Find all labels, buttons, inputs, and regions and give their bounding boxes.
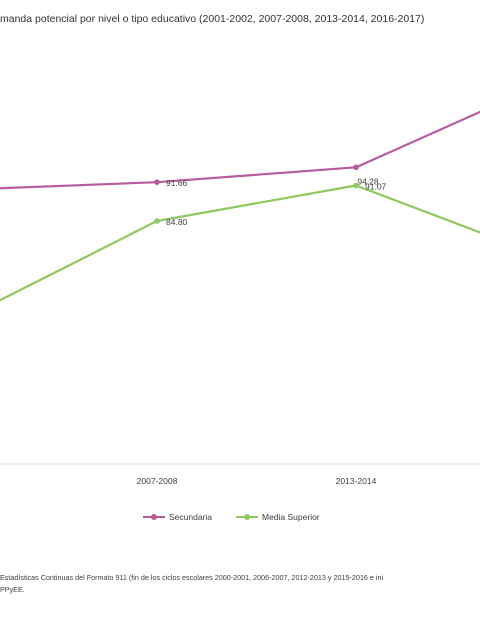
legend-item-secundaria: Secundaria [143,511,212,523]
data-label: 94.28 [357,176,379,186]
x-tick-label: 2007-2008 [137,476,178,486]
chart-title: manda potencial por nivel o tipo educati… [0,13,425,25]
source-note: Estadísticas Continuas del Formato 911 (… [0,572,480,596]
series-line-secundaria [0,110,480,190]
legend: Secundaria Media Superior [0,511,480,525]
data-label: 91.07 [365,182,387,192]
data-point [353,164,359,171]
data-label: 91.66 [166,178,188,188]
legend-item-media-superior: Media Superior [236,511,320,523]
series-line-media-superior [0,184,480,302]
source-note-line-1: Estadísticas Continuas del Formato 911 (… [0,573,384,582]
source-note-line-2: PPyEE. [0,585,25,594]
legend-label-secundaria: Secundaria [169,512,213,522]
data-point [353,182,359,189]
data-label: 84.80 [166,217,188,227]
legend-swatch-secundaria [143,511,165,523]
legend-swatch-media-superior [236,511,258,523]
legend-label-media-superior: Media Superior [262,512,320,522]
data-point [154,179,160,185]
x-tick-label: 2013-2014 [336,476,377,486]
data-point [154,218,160,224]
